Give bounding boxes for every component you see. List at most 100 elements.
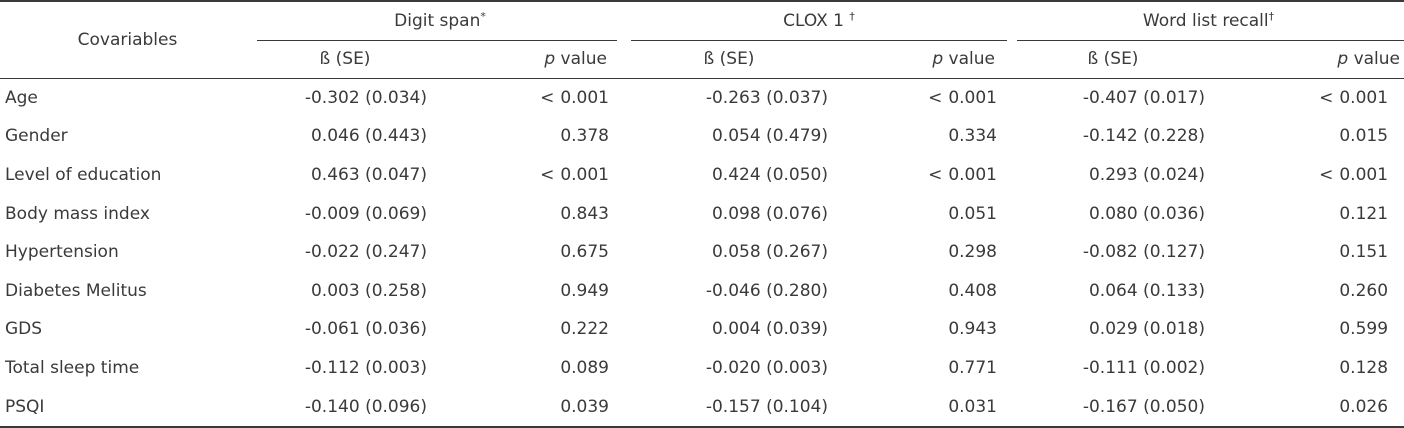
p-value-number: 0.378 [560, 126, 609, 147]
covariable-label: Body mass index [5, 203, 150, 224]
table-row: Gender 0.046 (0.443) 0.378 0.054 (0.479) 0.3… [0, 118, 1404, 157]
p-value: <0.001 [833, 156, 1013, 195]
beta-se-value: -0.082 (0.127) [1082, 242, 1205, 263]
covariable-label: Age [5, 87, 38, 108]
beta-se-value: -0.407 (0.017) [1082, 87, 1205, 108]
covariable-label: PSQI [0, 387, 255, 428]
p-value: 0.675 [435, 233, 625, 272]
less-than-sign: < [540, 164, 555, 185]
beta-se-value: -0.020 (0.003) [705, 357, 828, 378]
p-value: 0.121 [1213, 195, 1404, 234]
less-than-sign: < [928, 87, 943, 108]
group-underline [631, 40, 1007, 41]
less-than-sign: < [928, 164, 943, 185]
table-row: Diabetes Melitus 0.003 (0.258) 0.949 -0.046… [0, 272, 1404, 311]
group-underline [257, 40, 617, 41]
p-value-number: 0.001 [948, 87, 997, 108]
table-row: Age -0.302 (0.034) <0.001 -0.263 (0.037) <0.… [0, 79, 1404, 118]
beta-se-value: 0.046 (0.443) [310, 126, 427, 147]
beta-se-value: -0.112 (0.003) [304, 357, 427, 378]
beta-se-value: 0.004 (0.039) [711, 319, 828, 340]
covariable-label: Gender [5, 126, 68, 147]
p-value: 0.334 [833, 118, 1013, 157]
p-value-number: 0.001 [560, 164, 609, 185]
p-value: 0.151 [1213, 233, 1404, 272]
covariable-label: Level of education [5, 164, 162, 185]
beta-se-value: 0.424 (0.050) [711, 164, 828, 185]
covariable-label: Hypertension [5, 242, 119, 263]
table-row: PSQI -0.140 (0.096) 0.039 -0.157 (0.104) 0.0… [0, 387, 1404, 428]
p-value-number: 0.001 [1339, 164, 1389, 185]
p-value-header-rest: value [1348, 48, 1401, 69]
p-value-number: 0.222 [560, 319, 609, 340]
p-value: 0.771 [833, 349, 1013, 388]
p-value: 0.031 [833, 387, 1013, 428]
covariables-header: Covariables [0, 0, 255, 79]
p-value: <0.001 [435, 79, 625, 118]
p-value: 0.599 [1213, 311, 1404, 350]
p-value-number: 0.599 [1339, 319, 1389, 340]
beta-se-value: 0.003 (0.258) [310, 280, 427, 301]
group-header-word-list-recall: Word list recall† [1013, 0, 1404, 41]
covariables-header-label: Covariables [77, 29, 178, 50]
beta-se-value: 0.029 (0.018) [1088, 319, 1205, 340]
table-row: Body mass index -0.009 (0.069) 0.843 0.098 … [0, 195, 1404, 234]
p-value: 0.843 [435, 195, 625, 234]
beta-se-value: -0.111 (0.002) [1082, 357, 1205, 378]
p-value: <0.001 [1213, 79, 1404, 118]
group-header-label: Digit span [394, 10, 481, 31]
beta-se-value: 0.058 (0.267) [711, 242, 828, 263]
beta-se-header-label: ß (SE) [1087, 48, 1139, 69]
p-value: 0.026 [1213, 387, 1404, 428]
less-than-sign: < [540, 87, 555, 108]
p-value: 0.089 [435, 349, 625, 388]
beta-se-value: -0.140 (0.096) [255, 387, 435, 428]
column-header-row: ß (SE) p value ß (SE) p value ß (SE) p v… [0, 40, 1404, 79]
p-value-number: 0.001 [1339, 87, 1389, 108]
p-value: 0.015 [1213, 118, 1404, 157]
p-value-number: 0.260 [1339, 280, 1389, 301]
group-underline [1017, 40, 1404, 41]
group-header-mark: † [1268, 9, 1275, 23]
group-header-mark: † [849, 9, 855, 23]
beta-se-header: ß (SE) [1013, 40, 1213, 79]
beta-se-value: -0.157 (0.104) [625, 387, 833, 428]
beta-se-value: -0.167 (0.050) [1013, 387, 1213, 428]
less-than-sign: < [1319, 87, 1334, 108]
p-value-number: 0.943 [948, 319, 997, 340]
group-header-mark: * [480, 9, 486, 23]
table-row: GDS -0.061 (0.036) 0.222 0.004 (0.039) 0.943… [0, 311, 1404, 350]
p-value-number: 0.771 [948, 357, 997, 378]
p-value: 0.378 [435, 118, 625, 157]
table-row: Hypertension -0.022 (0.247) 0.675 0.058 (0.… [0, 233, 1404, 272]
beta-se-value: 0.064 (0.133) [1088, 280, 1205, 301]
beta-se-header-label: ß (SE) [703, 48, 755, 69]
p-value: 0.943 [833, 311, 1013, 350]
p-value-number: 0.121 [1339, 203, 1389, 224]
table-row: Level of education 0.463 (0.047) <0.001 0.4… [0, 156, 1404, 195]
p-value: 0.260 [1213, 272, 1404, 311]
p-value-number: 0.843 [560, 203, 609, 224]
p-value-number: 0.051 [948, 203, 997, 224]
p-value: 0.298 [833, 233, 1013, 272]
p-value-number: 0.001 [560, 87, 609, 108]
p-value: 0.949 [435, 272, 625, 311]
beta-se-value: 0.293 (0.024) [1088, 164, 1205, 185]
p-value: 0.051 [833, 195, 1013, 234]
p-value-number: 0.949 [560, 280, 609, 301]
p-value: <0.001 [833, 79, 1013, 118]
covariable-label: Diabetes Melitus [5, 280, 147, 301]
group-header-clox-1: CLOX 1 † [625, 0, 1013, 41]
beta-se-value: -0.022 (0.247) [304, 242, 427, 263]
beta-se-header: ß (SE) [255, 40, 435, 79]
beta-se-header: ß (SE) [625, 40, 833, 79]
p-value-header: p value [1213, 40, 1404, 79]
beta-se-value: -0.046 (0.280) [705, 280, 828, 301]
p-value-header: p value [833, 40, 1013, 79]
p-value-number: 0.031 [948, 396, 997, 417]
p-value-number: 0.015 [1339, 126, 1389, 147]
p-value: <0.001 [1213, 156, 1404, 195]
group-header-label: Word list recall [1142, 10, 1269, 31]
p-value-number: 0.089 [560, 357, 609, 378]
